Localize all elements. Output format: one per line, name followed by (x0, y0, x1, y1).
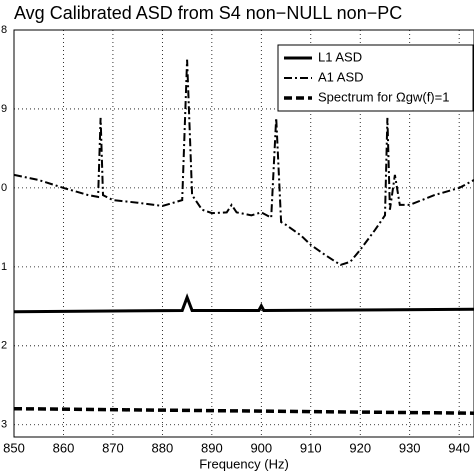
y-tick-label: 8 (1, 24, 7, 36)
x-tick-label: 930 (399, 440, 421, 455)
x-tick-label: 880 (152, 440, 174, 455)
legend-label: Spectrum for Ωgw(f)=1 (318, 89, 449, 104)
x-tick-label: 860 (53, 440, 75, 455)
legend-label: A1 ASD (318, 69, 364, 84)
line-series (13, 293, 474, 314)
x-tick-label: 870 (102, 440, 124, 455)
x-tick-label: 940 (448, 440, 470, 455)
y-tick-label: 0 (1, 182, 7, 194)
y-tick-label: 3 (1, 419, 7, 431)
y-tick-label: 9 (1, 103, 7, 115)
x-tick-label: 900 (250, 440, 272, 455)
legend: L1 ASD A1 ASD Spectrum for Ωgw(f)=1 (277, 44, 474, 112)
x-axis-label: Frequency (Hz) (199, 456, 289, 471)
legend-box (277, 44, 474, 112)
line-series (13, 59, 474, 266)
y-tick-label: 1 (1, 261, 7, 273)
x-tick-label: 850 (3, 440, 25, 455)
x-tick-label: 890 (201, 440, 223, 455)
x-tick-label: 920 (349, 440, 371, 455)
x-tick-label: 910 (300, 440, 322, 455)
y-tick-label: 2 (1, 340, 7, 352)
line-series (13, 406, 474, 415)
chart-title: Avg Calibrated ASD from S4 non−NULL non−… (14, 3, 402, 23)
legend-label: L1 ASD (318, 49, 362, 64)
